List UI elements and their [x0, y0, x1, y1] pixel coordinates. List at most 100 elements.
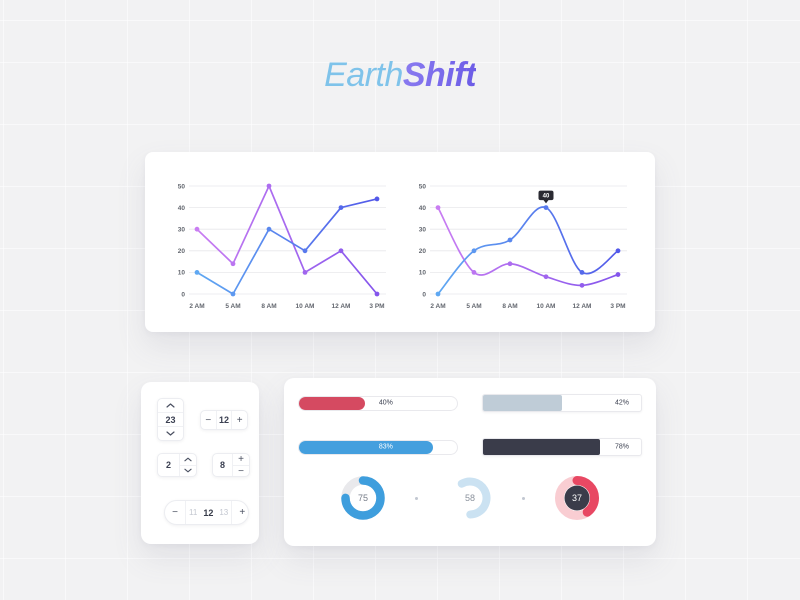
y-tick-label: 10	[178, 270, 186, 277]
data-point	[374, 196, 380, 202]
minus-button[interactable]: −	[172, 507, 178, 518]
progress-fill	[483, 439, 600, 455]
stepper-value: 12	[215, 411, 232, 429]
data-point	[338, 205, 344, 210]
stepper-current-value: 12	[203, 507, 214, 518]
steppers-card: 23 − 12 + 2 8 + −	[141, 382, 259, 544]
data-point	[507, 261, 513, 267]
x-tick-label: 8 AM	[261, 303, 276, 310]
dot-separator	[415, 496, 418, 500]
stepper-value: 8	[219, 460, 225, 470]
data-point	[302, 270, 308, 275]
stepper-pill: − 11 12 13 +	[164, 500, 249, 525]
stepper-side-chevrons: 2	[157, 453, 197, 477]
line-blue	[196, 198, 378, 295]
data-point	[543, 205, 549, 210]
donut-arc	[555, 476, 599, 520]
stepper-value: 23	[158, 412, 183, 426]
chevron-down-icon	[184, 468, 192, 473]
line-chart-straight: 0 10 20 30 40 50 2 AM 5 AM 8 AM 10 AM 12 AM 3 PM	[178, 183, 386, 310]
line-purple	[437, 206, 619, 287]
data-point	[579, 282, 585, 288]
x-tick-label: 5 AM	[225, 303, 240, 310]
progress-bar: 78%	[482, 438, 642, 456]
logo-text-bold: Shift	[402, 56, 477, 94]
donut-value: 37	[572, 493, 582, 503]
chevron-down-icon	[166, 431, 175, 436]
tooltip-pointer	[543, 199, 549, 204]
stepper-next-value[interactable]: 13	[219, 508, 229, 517]
y-tick-label: 50	[178, 183, 186, 190]
stepper-vertical: 23	[157, 398, 184, 441]
stepper-up-button[interactable]	[180, 454, 196, 465]
stepper-up-button[interactable]	[158, 399, 183, 412]
donut-value: 58	[465, 493, 475, 503]
plus-button[interactable]: +	[231, 411, 247, 429]
data-point	[435, 291, 441, 297]
donut-row: 75 58 37	[284, 474, 656, 522]
plus-button[interactable]: +	[239, 507, 246, 518]
data-point	[374, 291, 380, 297]
progress-bar: 40%	[298, 395, 458, 411]
x-tick-label: 2 AM	[189, 303, 204, 310]
x-tick-label: 3 PM	[369, 303, 384, 310]
y-tick-label: 0	[181, 291, 185, 298]
donut-center	[564, 485, 590, 511]
x-tick-label: 5 AM	[466, 303, 481, 310]
minus-button[interactable]: −	[233, 465, 249, 477]
tooltip	[538, 190, 554, 201]
donut-arc	[449, 477, 491, 519]
app-logo: EarthShift	[0, 56, 800, 95]
data-point	[194, 270, 200, 275]
data-point	[471, 248, 477, 254]
y-tick-label: 20	[178, 248, 186, 255]
y-tick-label: 50	[419, 183, 427, 190]
x-tick-label: 12 AM	[573, 303, 592, 310]
x-tick-label: 3 PM	[610, 303, 625, 310]
y-tick-label: 30	[178, 227, 186, 234]
tooltip-label: 40	[543, 194, 550, 200]
progress-label: 83%	[378, 443, 393, 451]
data-point	[615, 248, 621, 254]
progress-fill	[299, 396, 366, 410]
data-point	[435, 205, 441, 210]
chevron-up-icon	[184, 457, 192, 462]
minus-button[interactable]: −	[205, 414, 212, 426]
data-point	[471, 270, 477, 275]
stepper-down-button[interactable]	[158, 426, 183, 440]
x-tick-label: 10 AM	[537, 303, 556, 310]
data-point	[507, 237, 513, 243]
progress-bar: 42%	[482, 394, 642, 412]
donut-value: 75	[358, 493, 368, 503]
data-point	[543, 274, 549, 280]
stepper-horizontal: − 12 +	[200, 410, 248, 430]
stepper-down-button[interactable]	[180, 464, 196, 477]
x-tick-label: 2 AM	[430, 303, 445, 310]
progress-bars-grid: 40% 42% 83% 78%	[298, 394, 642, 456]
progress-card: 40% 42% 83% 78% 75 58 37	[284, 378, 656, 546]
data-point	[266, 226, 272, 232]
x-tick-label: 8 AM	[502, 303, 517, 310]
line-purple	[196, 185, 378, 295]
data-point	[230, 261, 236, 267]
logo-text-light: Earth	[324, 56, 403, 94]
dot-separator	[522, 496, 525, 500]
data-point	[579, 270, 585, 275]
y-tick-label: 0	[422, 291, 426, 298]
stepper-prev-value[interactable]: 11	[189, 508, 198, 517]
data-point	[302, 248, 308, 254]
progress-label: 40%	[378, 399, 393, 407]
stepper-value: 2	[165, 460, 171, 470]
donut-arc	[341, 476, 385, 520]
data-point	[194, 226, 200, 232]
donut-chart: 58	[449, 477, 491, 519]
stepper-side-plusminus: 8 + −	[212, 453, 250, 477]
progress-bar: 83%	[298, 439, 458, 455]
chevron-up-icon	[166, 403, 175, 408]
line-blue	[437, 206, 619, 295]
x-tick-label: 12 AM	[332, 303, 351, 310]
x-tick-label: 10 AM	[296, 303, 315, 310]
donut-chart: 37	[555, 476, 599, 520]
donut-chart: 75	[341, 476, 385, 520]
plus-button[interactable]: +	[238, 454, 244, 465]
